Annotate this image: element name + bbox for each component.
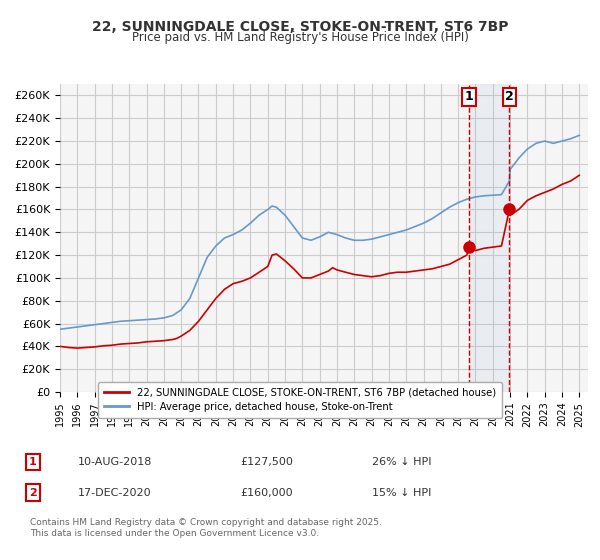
Text: Price paid vs. HM Land Registry's House Price Index (HPI): Price paid vs. HM Land Registry's House … (131, 31, 469, 44)
Text: 2: 2 (29, 488, 37, 498)
Text: 1: 1 (464, 90, 473, 103)
Text: 10-AUG-2018: 10-AUG-2018 (78, 457, 152, 467)
Text: 22, SUNNINGDALE CLOSE, STOKE-ON-TRENT, ST6 7BP: 22, SUNNINGDALE CLOSE, STOKE-ON-TRENT, S… (92, 20, 508, 34)
Text: £127,500: £127,500 (240, 457, 293, 467)
Text: 17-DEC-2020: 17-DEC-2020 (78, 488, 152, 498)
Bar (469, 84, 509, 392)
Text: £160,000: £160,000 (240, 488, 293, 498)
Text: 15% ↓ HPI: 15% ↓ HPI (372, 488, 431, 498)
Legend: 22, SUNNINGDALE CLOSE, STOKE-ON-TRENT, ST6 7BP (detached house), HPI: Average pr: 22, SUNNINGDALE CLOSE, STOKE-ON-TRENT, S… (98, 382, 502, 418)
Text: 26% ↓ HPI: 26% ↓ HPI (372, 457, 431, 467)
Text: Contains HM Land Registry data © Crown copyright and database right 2025.
This d: Contains HM Land Registry data © Crown c… (30, 518, 382, 538)
Text: 1: 1 (29, 457, 37, 467)
Text: 2: 2 (505, 90, 514, 103)
